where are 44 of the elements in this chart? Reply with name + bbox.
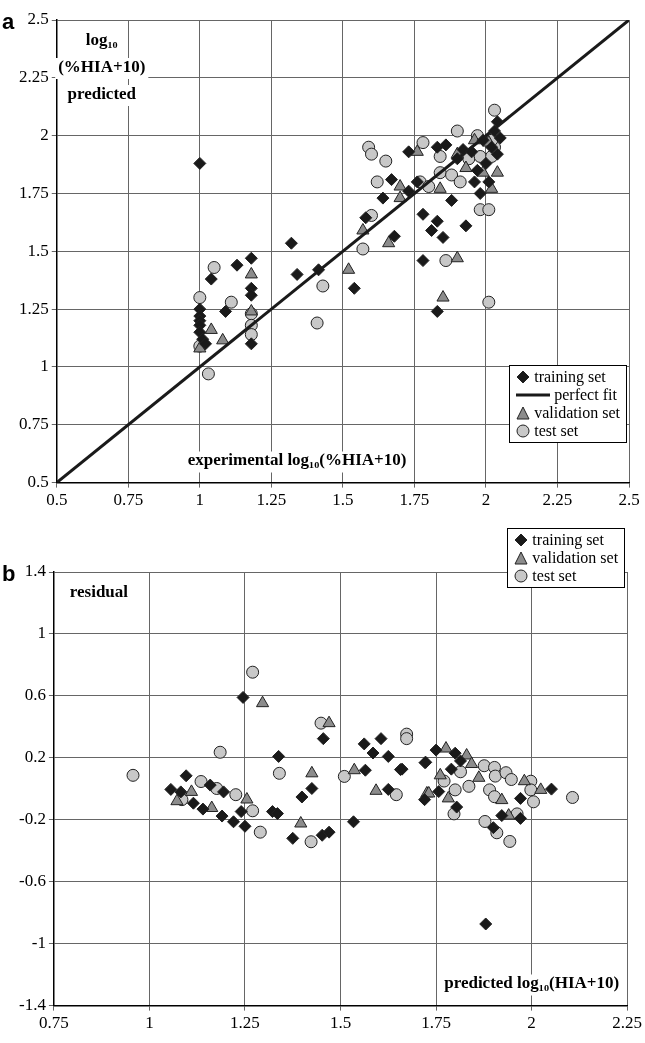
y-tick-label: 0.75 [19,414,49,434]
legend-label: perfect fit [554,385,617,404]
x-tick-label: 1.5 [332,490,354,510]
x-tick-label: 1.75 [399,490,430,510]
x-tick-label: 2 [481,490,491,510]
chart-title: a [2,9,15,35]
y-tick-label: 2 [40,125,49,145]
chart-title: b [2,561,16,587]
y-tick-label: 0.5 [27,472,49,492]
y-tick-label: -1 [31,933,46,953]
y-tick-label: 1.25 [19,298,49,318]
x-tick-label: 1.5 [329,1013,352,1033]
y-tick-label: 1.4 [24,561,47,581]
legend-label: validation set [532,549,619,567]
x-axis-title: experimental log₁₀(%HIA+10) [187,450,407,470]
y-axis-title: residual [69,581,129,601]
x-tick-label: 2.25 [542,490,573,510]
y-tick-label: 0.6 [24,685,46,705]
x-tick-label: 1 [145,1013,154,1033]
y-tick-label: -0.6 [18,871,46,891]
legend-label: training set [532,531,604,549]
legend-label: test set [534,421,579,440]
x-tick-label: 1 [195,490,205,510]
y-tick-label: 2.5 [27,9,49,29]
legend-label: validation set [534,403,620,422]
x-tick-label: 1.25 [230,1013,260,1033]
x-tick-label: 1.75 [421,1013,451,1033]
x-tick-label: 2.5 [618,490,640,510]
x-axis-title: predicted log₁₀(HIA+10) [444,973,620,993]
x-tick-label: 2.25 [612,1013,642,1033]
y-tick-label: 1.75 [19,182,49,202]
x-tick-label: 2 [527,1013,536,1033]
y-tick-label: -1.4 [18,995,47,1015]
y-tick-label: 1.5 [27,240,49,260]
y-tick-label: 1 [37,623,46,643]
x-tick-label: 1.25 [256,490,287,510]
x-tick-label: 0.75 [113,490,144,510]
y-tick-label: -0.2 [18,809,46,829]
legend-label: test set [532,567,577,585]
y-tick-label: 1 [40,356,49,376]
legend-label: training set [534,367,606,386]
y-tick-label: 2.25 [19,67,49,87]
y-tick-label: 0.2 [24,747,46,767]
y-axis-title: log₁₀ (%HIA+10) predicted [58,29,146,103]
